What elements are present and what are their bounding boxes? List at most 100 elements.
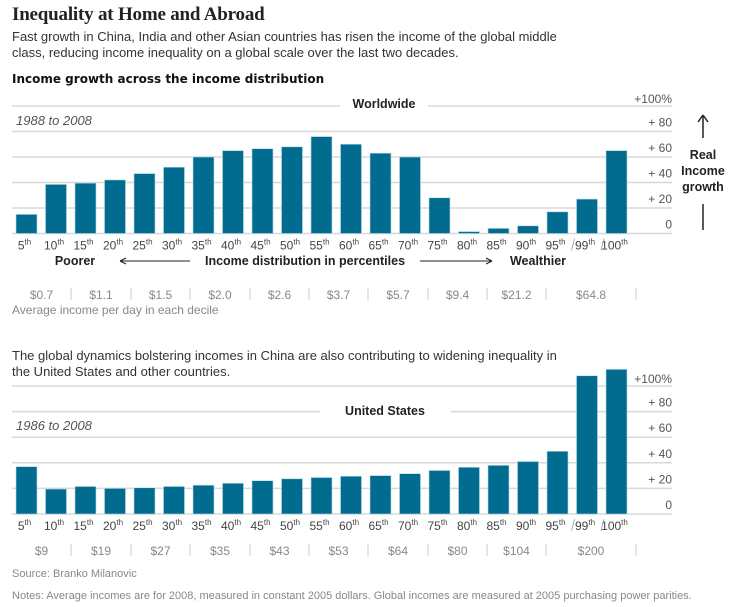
x-tick-suffix: th bbox=[146, 238, 153, 247]
x-tick-number: 5 bbox=[18, 519, 25, 533]
x-tick-label: 50th bbox=[280, 518, 300, 533]
bar-25th bbox=[133, 487, 156, 515]
y-tick-label: + 60 bbox=[648, 421, 672, 435]
x-tick-label: 15th bbox=[73, 518, 93, 533]
y-tick-label: +100% bbox=[634, 92, 672, 106]
x-tick-suffix: th bbox=[293, 518, 300, 527]
bar-55th bbox=[310, 477, 333, 515]
bar-30th bbox=[163, 486, 185, 515]
x-tick-label: 20th bbox=[103, 518, 123, 533]
x-tick-label: 40th bbox=[221, 518, 241, 533]
slash-separator bbox=[571, 518, 575, 532]
slash-separator bbox=[600, 518, 605, 532]
x-tick-suffix: th bbox=[352, 238, 359, 247]
income-label: $53 bbox=[328, 544, 348, 558]
x-tick-suffix: th bbox=[323, 238, 330, 247]
x-tick-label: 10th bbox=[44, 238, 64, 253]
notes: Notes: Average incomes are for 2008, mea… bbox=[12, 590, 692, 602]
x-tick-suffix: th bbox=[441, 238, 448, 247]
x-tick-number: 80 bbox=[457, 519, 471, 533]
income-label: $0.7 bbox=[30, 288, 54, 302]
income-label: $35 bbox=[210, 544, 230, 558]
x-tick-label: 35th bbox=[191, 238, 211, 253]
x-tick-label: 25th bbox=[132, 518, 152, 533]
x-tick-suffix: th bbox=[500, 518, 507, 527]
income-label: $104 bbox=[503, 544, 530, 558]
bar-99th bbox=[576, 198, 598, 234]
x-tick-label: 15th bbox=[73, 238, 93, 253]
income-caption: Average income per day in each decile bbox=[12, 303, 219, 317]
y-tick-label: + 40 bbox=[648, 447, 672, 461]
x-tick-suffix: th bbox=[441, 518, 448, 527]
income-label: $2.0 bbox=[208, 288, 232, 302]
x-tick-suffix: th bbox=[500, 238, 507, 247]
y-tick-label: + 80 bbox=[648, 116, 672, 130]
bar-60th bbox=[340, 475, 362, 515]
x-tick-label: 35th bbox=[191, 518, 211, 533]
x-tick-label: 100th bbox=[601, 518, 628, 533]
bar-40th bbox=[222, 150, 244, 234]
x-tick-number: 65 bbox=[368, 239, 382, 253]
bar-70th bbox=[399, 473, 421, 515]
bar-75th bbox=[428, 197, 451, 234]
x-tick-suffix: th bbox=[559, 518, 566, 527]
x-tick-label: 10th bbox=[44, 518, 64, 533]
x-tick-number: 35 bbox=[191, 519, 205, 533]
x-tick-suffix: th bbox=[264, 518, 271, 527]
x-tick-number: 85 bbox=[486, 519, 500, 533]
x-tick-number: 45 bbox=[250, 239, 264, 253]
x-tick-suffix: th bbox=[175, 238, 182, 247]
x-tick-suffix: th bbox=[470, 238, 477, 247]
bar-20th bbox=[104, 179, 126, 234]
x-tick-label: 85th bbox=[486, 518, 506, 533]
x-tick-number: 90 bbox=[516, 519, 530, 533]
wealthier-label: Wealthier bbox=[510, 254, 566, 268]
bar-90th bbox=[517, 461, 539, 515]
x-tick-number: 85 bbox=[486, 239, 500, 253]
income-label: $64.8 bbox=[576, 288, 606, 302]
x-tick-number: 35 bbox=[191, 239, 205, 253]
x-tick-suffix: th bbox=[87, 238, 94, 247]
x-tick-label: 75th bbox=[427, 518, 447, 533]
y-tick-label: 0 bbox=[665, 498, 672, 512]
x-tick-suffix: th bbox=[352, 518, 359, 527]
x-tick-suffix: th bbox=[146, 518, 153, 527]
x-tick-number: 40 bbox=[221, 519, 235, 533]
bar-95th bbox=[546, 450, 569, 515]
income-label: $80 bbox=[447, 544, 467, 558]
bar-35th bbox=[192, 156, 215, 234]
income-label: $27 bbox=[150, 544, 170, 558]
income-label: $9.4 bbox=[446, 288, 470, 302]
x-tick-label: 85th bbox=[486, 238, 506, 253]
x-tick-suffix: th bbox=[116, 518, 123, 527]
x-tick-number: 15 bbox=[73, 239, 87, 253]
x-tick-number: 30 bbox=[162, 519, 176, 533]
x-tick-suffix: th bbox=[87, 518, 94, 527]
y-tick-label: + 80 bbox=[648, 396, 672, 410]
bar-65th bbox=[369, 475, 392, 515]
x-tick-number: 70 bbox=[398, 239, 412, 253]
x-tick-label: 55th bbox=[309, 518, 329, 533]
x-tick-label: 30th bbox=[162, 238, 182, 253]
x-tick-label: 30th bbox=[162, 518, 182, 533]
x-tick-suffix: th bbox=[529, 238, 536, 247]
x-tick-label: 45th bbox=[250, 518, 270, 533]
x-tick-suffix: th bbox=[205, 238, 212, 247]
chart-title: United States bbox=[345, 404, 425, 418]
x-tick-number: 20 bbox=[103, 239, 117, 253]
income-label: $200 bbox=[578, 544, 605, 558]
x-tick-label: 99th bbox=[575, 518, 595, 533]
chart-title: Worldwide bbox=[353, 97, 416, 111]
income-label: $21.2 bbox=[501, 288, 531, 302]
x-tick-label: 55th bbox=[309, 238, 329, 253]
x-tick-number: 99 bbox=[575, 519, 589, 533]
income-label: $19 bbox=[91, 544, 111, 558]
y-axis-label: Real bbox=[690, 148, 716, 162]
slash-separator bbox=[571, 238, 575, 251]
bar-15th bbox=[74, 182, 97, 234]
x-tick-suffix: th bbox=[57, 518, 64, 527]
y-tick-label: + 20 bbox=[648, 472, 672, 486]
left-arrow-icon bbox=[119, 257, 127, 265]
x-tick-number: 95 bbox=[545, 519, 559, 533]
bar-50th bbox=[281, 478, 303, 515]
